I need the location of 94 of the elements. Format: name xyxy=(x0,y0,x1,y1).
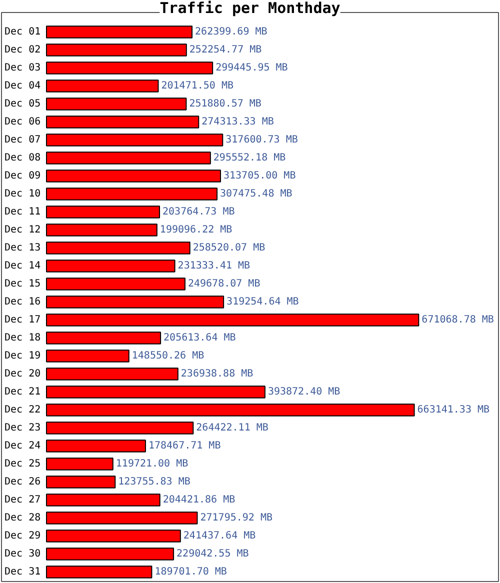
data-label: 229042.55 MB xyxy=(176,548,249,560)
y-tick-label: Dec 27 xyxy=(4,494,41,506)
data-label: 671068.78 MB xyxy=(422,314,494,326)
bar xyxy=(46,44,187,56)
data-label: 189701.70 MB xyxy=(154,566,227,578)
data-label: 123755.83 MB xyxy=(118,476,190,488)
y-tick-label: Dec 25 xyxy=(4,458,41,470)
bar xyxy=(46,26,193,38)
bar xyxy=(46,170,221,182)
y-tick-label: Dec 01 xyxy=(4,26,41,38)
data-label: 249678.07 MB xyxy=(188,278,260,290)
y-tick-label: Dec 12 xyxy=(4,224,41,236)
y-tick-label: Dec 30 xyxy=(4,548,41,560)
bar xyxy=(46,548,174,560)
bar xyxy=(46,314,420,326)
data-label: 231333.41 MB xyxy=(178,260,250,272)
y-tick-label: Dec 11 xyxy=(4,206,41,218)
bar xyxy=(46,134,224,146)
bar xyxy=(46,296,224,308)
bar xyxy=(46,152,211,164)
y-tick-label: Dec 04 xyxy=(4,80,41,92)
bar xyxy=(46,62,214,74)
y-tick-label: Dec 24 xyxy=(4,440,41,452)
bar xyxy=(46,332,162,344)
y-tick-label: Dec 21 xyxy=(4,386,41,398)
bar xyxy=(46,188,218,200)
bar xyxy=(46,350,130,362)
data-label: 204421.86 MB xyxy=(162,494,236,506)
bar xyxy=(46,98,187,110)
y-tick-label: Dec 05 xyxy=(4,98,41,110)
data-label: 307475.48 MB xyxy=(220,188,292,200)
y-tick-label: Dec 28 xyxy=(4,512,41,524)
bar xyxy=(46,224,158,236)
data-label: 148550.26 MB xyxy=(132,350,204,362)
bar xyxy=(46,386,266,398)
y-tick-label: Dec 02 xyxy=(4,44,41,56)
y-tick-label: Dec 31 xyxy=(4,566,41,578)
bar xyxy=(46,566,152,578)
data-label: 295552.18 MB xyxy=(213,152,286,164)
bar xyxy=(46,206,160,218)
bar xyxy=(46,242,190,254)
y-tick-label: Dec 07 xyxy=(4,134,41,146)
data-label: 251880.57 MB xyxy=(189,98,262,110)
bar xyxy=(46,422,194,434)
y-tick-label: Dec 03 xyxy=(4,62,41,74)
y-tick-label: Dec 15 xyxy=(4,278,41,290)
chart-title: Traffic per Monthday xyxy=(160,0,340,17)
data-label: 178467.71 MB xyxy=(148,440,221,452)
data-label: 201471.50 MB xyxy=(161,80,234,92)
y-tick-label: Dec 23 xyxy=(4,422,41,434)
y-tick-label: Dec 13 xyxy=(4,242,41,254)
y-tick-label: Dec 18 xyxy=(4,332,41,344)
y-tick-label: Dec 08 xyxy=(4,152,41,164)
y-tick-label: Dec 19 xyxy=(4,350,41,362)
bar xyxy=(46,116,200,128)
data-label: 252254.77 MB xyxy=(189,44,262,56)
bar xyxy=(46,494,160,506)
y-tick-label: Dec 06 xyxy=(4,116,41,128)
bar xyxy=(46,368,178,380)
data-label: 299445.95 MB xyxy=(216,62,288,74)
data-label: 241437.64 MB xyxy=(183,530,256,542)
bar xyxy=(46,512,198,524)
y-tick-label: Dec 17 xyxy=(4,314,41,326)
data-label: 262399.69 MB xyxy=(195,26,268,38)
data-label: 258520.07 MB xyxy=(192,242,266,254)
y-tick-label: Dec 14 xyxy=(4,260,41,272)
data-label: 319254.64 MB xyxy=(226,296,299,308)
y-tick-label: Dec 20 xyxy=(4,368,41,380)
data-label: 313705.00 MB xyxy=(223,170,296,182)
data-label: 203764.73 MB xyxy=(162,206,235,218)
data-label: 205613.64 MB xyxy=(164,332,236,344)
bar xyxy=(46,458,114,470)
data-label: 236938.88 MB xyxy=(180,368,254,380)
bar xyxy=(46,476,116,488)
bar xyxy=(46,80,159,92)
bar xyxy=(46,530,181,542)
bar xyxy=(46,440,146,452)
y-tick-label: Dec 29 xyxy=(4,530,41,542)
y-tick-label: Dec 22 xyxy=(4,404,41,416)
bar xyxy=(46,260,176,272)
data-label: 393872.40 MB xyxy=(268,386,340,398)
data-label: 663141.33 MB xyxy=(417,404,490,416)
data-label: 317600.73 MB xyxy=(226,134,298,146)
data-label: 199096.22 MB xyxy=(160,224,232,236)
y-tick-label: Dec 09 xyxy=(4,170,41,182)
y-tick-label: Dec 26 xyxy=(4,476,41,488)
y-tick-label: Dec 10 xyxy=(4,188,41,200)
data-label: 271795.92 MB xyxy=(200,512,272,524)
bar xyxy=(46,404,415,416)
data-label: 119721.00 MB xyxy=(116,458,188,470)
data-label: 264422.11 MB xyxy=(196,422,268,434)
bar xyxy=(46,278,186,290)
y-tick-label: Dec 16 xyxy=(4,296,41,308)
data-label: 274313.33 MB xyxy=(202,116,274,128)
